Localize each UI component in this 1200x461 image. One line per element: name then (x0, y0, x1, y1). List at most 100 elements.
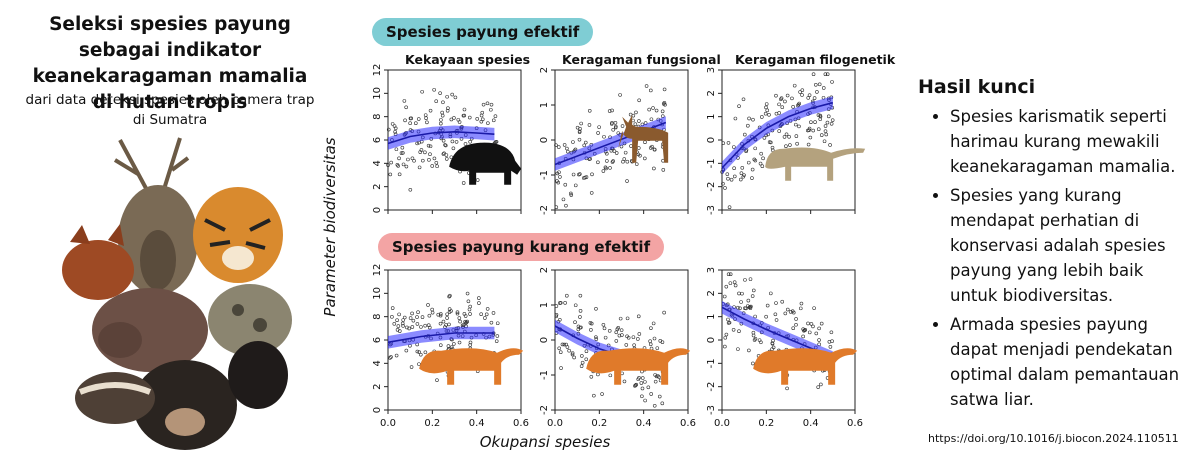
data-point (390, 306, 395, 310)
data-point (636, 146, 641, 150)
data-point (596, 372, 600, 377)
data-point (441, 152, 446, 156)
data-point (617, 333, 622, 338)
data-point (461, 181, 466, 185)
data-point (652, 166, 656, 171)
data-point (571, 172, 576, 177)
data-point (819, 133, 824, 137)
data-point (412, 159, 416, 163)
data-point (559, 366, 563, 370)
data-point (829, 121, 834, 126)
y-tick-label: 0 (706, 337, 717, 343)
doi-link[interactable]: https://doi.org/10.1016/j.biocon.2024.11… (928, 432, 1179, 445)
data-point (587, 108, 592, 113)
data-point (463, 314, 468, 318)
data-point (597, 125, 601, 129)
data-point (739, 177, 743, 182)
data-point (652, 404, 657, 408)
x-tick-label: 0.4 (636, 418, 652, 429)
data-point (569, 193, 574, 197)
data-point (445, 94, 449, 99)
data-point (434, 99, 439, 104)
data-point (622, 379, 627, 384)
y-tick-label: 3 (706, 267, 717, 273)
data-point (649, 392, 653, 396)
data-point (616, 325, 621, 330)
data-point (404, 164, 409, 169)
leopard-cat-silhouette-icon (765, 147, 866, 181)
tiger-head-icon (193, 187, 283, 283)
data-point (563, 182, 568, 187)
data-point (392, 322, 397, 326)
data-point (452, 342, 456, 346)
data-point (401, 151, 405, 155)
data-point (399, 151, 404, 155)
clouded-leopard-icon (208, 284, 292, 356)
data-point (625, 159, 630, 164)
data-point (564, 203, 568, 208)
data-point (425, 120, 429, 125)
data-point (579, 121, 583, 126)
data-point (444, 157, 449, 161)
data-point (408, 187, 413, 192)
data-point (819, 321, 824, 326)
data-point (739, 300, 743, 304)
key-results-list: Spesies karismatik seperti harimau kuran… (918, 104, 1190, 412)
data-point (423, 323, 427, 328)
data-point (578, 126, 582, 131)
data-point (636, 314, 641, 319)
y-tick-label: 0 (539, 337, 550, 343)
data-point (783, 99, 787, 104)
data-point (621, 159, 625, 164)
panel-title-species-richness: Kekayaan spesies (405, 52, 531, 67)
y-tick-label: 2 (706, 290, 717, 296)
data-point (620, 124, 625, 128)
data-point (390, 315, 394, 319)
data-point (415, 141, 419, 146)
data-point (556, 180, 561, 185)
data-point (800, 93, 804, 97)
data-point (798, 306, 803, 311)
data-point (435, 378, 439, 382)
data-point (803, 328, 808, 332)
data-point (783, 311, 788, 316)
data-point (397, 156, 401, 161)
data-point (743, 306, 747, 311)
data-point (657, 394, 662, 399)
data-point (554, 314, 559, 319)
data-point (458, 319, 462, 324)
data-point (572, 355, 576, 360)
x-tick-label: 0.4 (469, 418, 485, 429)
data-point (806, 96, 811, 100)
data-point (463, 319, 467, 324)
data-point (449, 345, 454, 349)
data-point (740, 166, 745, 170)
data-point (648, 339, 652, 344)
data-point (590, 172, 594, 177)
data-point (818, 117, 823, 121)
data-point (808, 135, 813, 140)
data-point (495, 321, 500, 326)
data-point (402, 99, 407, 103)
data-point (652, 336, 657, 341)
data-point (392, 124, 397, 128)
key-results-panel: Hasil kunci Spesies karismatik seperti h… (918, 76, 1190, 416)
data-point (821, 86, 826, 90)
data-point (427, 158, 431, 162)
x-tick-label: 0.2 (758, 418, 774, 429)
data-point (662, 87, 667, 92)
data-point (741, 97, 746, 102)
data-point (825, 120, 830, 125)
data-point (424, 116, 428, 121)
data-point (605, 151, 609, 156)
data-point (746, 160, 751, 165)
data-point (815, 90, 819, 94)
data-point (633, 383, 638, 388)
data-point (448, 293, 452, 298)
data-point (484, 312, 489, 317)
data-point (417, 165, 422, 170)
y-tick-label: 12 (372, 264, 383, 277)
data-point (748, 306, 753, 311)
data-point (445, 108, 450, 113)
data-point (447, 322, 451, 327)
